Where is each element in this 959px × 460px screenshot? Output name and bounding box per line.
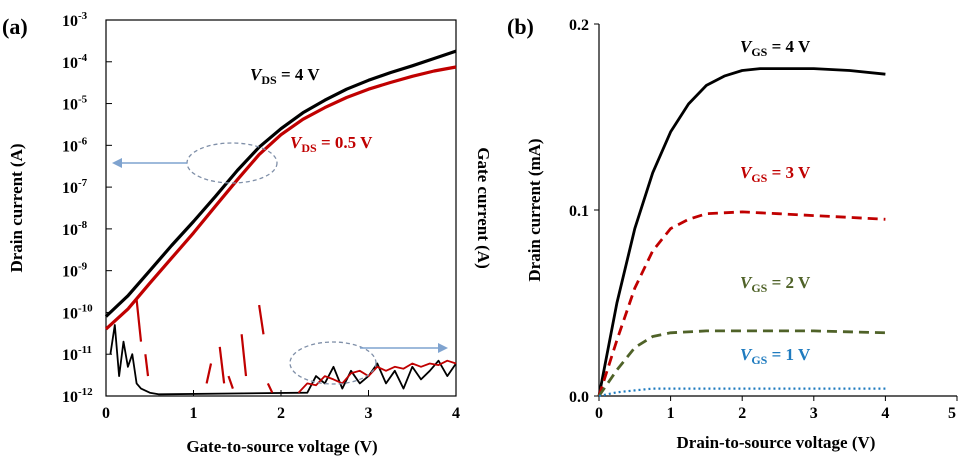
panel-a-series-4-spike [266, 382, 274, 394]
panel-b-series [597, 67, 886, 398]
panel-a-y-tick-label: 10-6 [62, 135, 88, 155]
panel-b-series-0-line [597, 67, 886, 397]
panel-a-series-4-spike [218, 346, 226, 384]
panel-b-x-tick-label: 2 [738, 405, 746, 422]
panel-a: (a) 10-310-410-510-610-710-810-910-1010-… [2, 10, 493, 456]
drain-axis-arrowhead [112, 158, 122, 168]
panel-b-y-axis-label: Drain current (mA) [525, 138, 544, 281]
panel-b-x-tick-labels: 0 1 2 3 4 5 [595, 405, 956, 422]
annotation-vgs-4v: VGS = 4 V [740, 37, 811, 59]
panel-a-y-tick-label: 10-11 [62, 344, 92, 364]
panel-a-label: (a) [2, 14, 28, 39]
panel-b-x-axis-label: Drain-to-source voltage (V) [677, 433, 876, 452]
panel-a-x-axis-label: Gate-to-source voltage (V) [186, 437, 377, 456]
panel-a-y-tick-label: 10-8 [62, 219, 88, 239]
panel-b-series-2-line [597, 329, 886, 397]
panel-b-y-tick-label: 0.0 [569, 389, 589, 406]
panel-a-y-tick-label: 10-3 [62, 10, 88, 30]
panel-a-y-tick-label: 10-4 [62, 52, 88, 72]
panel-a-series-1-line [104, 65, 457, 331]
panel-b-x-tick-label: 4 [881, 405, 889, 422]
panel-a-series-4-spike [205, 363, 213, 384]
panel-b-series-1-line [597, 210, 886, 397]
panel-a-x-tick-label: 2 [277, 405, 285, 422]
panel-b-x-tick-label: 3 [810, 405, 818, 422]
panel-a-markers [112, 142, 448, 385]
panel-a-x-tick-label: 0 [102, 405, 110, 422]
panel-a-y-tick-labels: 10-3 10-4 10-5 10-6 10-7 10-8 10-9 10-10 10-11 10… [62, 10, 93, 406]
panel-b-axis-ticks [594, 23, 958, 401]
annotation-vds-4v: VDS = 4 V [250, 65, 320, 87]
gate-axis-arrowhead [438, 343, 448, 353]
panel-b-y-tick-labels: 0.0 0.1 0.2 [569, 17, 589, 406]
panel-b-series-3-line [598, 387, 886, 398]
annotation-vgs-2v: VGS = 2 V [740, 273, 811, 295]
panel-a-x-tick-labels: 0 1 2 3 4 [102, 405, 460, 422]
annotation-vgs-1v: VGS = 1 V [740, 345, 811, 367]
panel-a-series-4-spike [240, 334, 248, 377]
panel-a-y-axis-label: Drain current (A) [7, 143, 26, 272]
panel-b-y-tick-label: 0.2 [569, 17, 589, 34]
panel-a-series-3-line [297, 359, 457, 394]
panel-a-x-tick-label: 1 [190, 405, 198, 422]
panel-a-y-tick-label: 10-12 [62, 386, 93, 406]
panel-a-x-tick-label: 3 [365, 405, 373, 422]
panel-b-y-tick-label: 0.1 [569, 203, 589, 220]
panel-a-series [104, 49, 457, 396]
panel-a-series-2-line [109, 324, 457, 396]
panel-a-series-0-line [104, 49, 457, 318]
panel-a-y-tick-label: 10-5 [62, 94, 88, 114]
panel-a-series-4-spike [258, 304, 265, 335]
panel-b-x-tick-label: 1 [667, 405, 675, 422]
panel-b-x-tick-label: 5 [948, 405, 956, 422]
panel-a-x-tick-label: 4 [452, 405, 460, 422]
panel-a-y-tick-label: 10-9 [62, 261, 88, 281]
panel-a-series-4-spike [144, 354, 150, 377]
panel-b-label: (b) [507, 14, 534, 39]
panel-a-series-4-spike [227, 375, 234, 390]
panel-a-y-tick-label: 10-7 [62, 177, 88, 197]
panel-a-series-4-spike [135, 299, 143, 342]
annotation-vds-05v: VDS = 0.5 V [290, 133, 373, 155]
panel-a-y-tick-label: 10-10 [62, 302, 93, 322]
gate-curves-ellipse [289, 341, 377, 385]
panel-b-x-tick-label: 0 [595, 405, 603, 422]
annotation-vgs-3v: VGS = 3 V [740, 163, 811, 185]
panel-a-right-axis-label: Gate current (A) [474, 147, 493, 268]
